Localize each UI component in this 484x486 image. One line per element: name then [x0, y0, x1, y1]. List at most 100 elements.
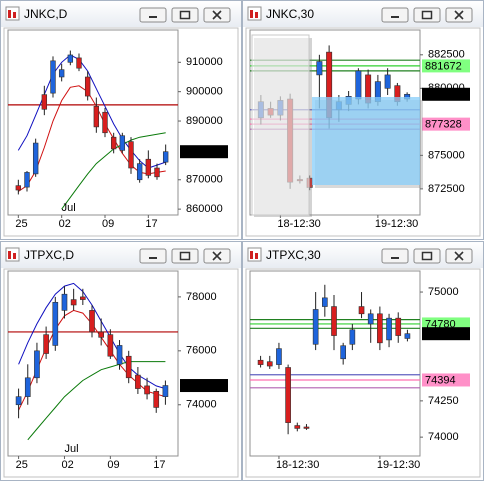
glyph: [179, 10, 191, 20]
price-label: 879555: [183, 146, 220, 158]
icon-bg: [5, 6, 20, 21]
x-tick-label: 25: [16, 459, 28, 471]
price-label: 74713: [183, 380, 214, 392]
candle-body: [93, 106, 100, 128]
candle-body: [136, 163, 143, 181]
candle-body: [257, 359, 264, 365]
month-label: Jul: [62, 202, 76, 214]
window-title: JNKC,D: [24, 7, 68, 21]
candle-body: [15, 185, 22, 191]
candle-body: [89, 310, 95, 333]
candle-body: [67, 54, 74, 63]
candle-body: [52, 301, 59, 346]
candle-body: [331, 306, 337, 336]
month-label: Jul: [64, 443, 78, 455]
price-label: 74713: [425, 328, 456, 340]
maximize-button[interactable]: [413, 7, 441, 23]
candle-body: [41, 94, 48, 110]
glyph: [454, 251, 464, 261]
window-icon: [247, 247, 262, 262]
x-tick-label: 18-12:30: [277, 218, 320, 230]
glyph: [212, 10, 222, 20]
candle-body: [116, 345, 123, 365]
icon-bar: [255, 253, 258, 259]
candle-body: [266, 361, 273, 367]
candle-body: [377, 313, 383, 344]
close-button[interactable]: [203, 7, 231, 23]
x-tick-label: 02: [61, 459, 73, 471]
window-title: JTPXC,30: [266, 248, 321, 262]
y-tick-label: 74250: [428, 395, 459, 407]
y-tick-label: 882500: [428, 49, 465, 61]
icon-bar: [13, 253, 16, 259]
icon-bar: [8, 251, 11, 259]
title-bar: [1, 1, 241, 27]
glyph: [421, 251, 433, 261]
maximize-button[interactable]: [171, 7, 199, 23]
candle-body: [107, 334, 114, 357]
button-face: [171, 7, 199, 23]
candle-body: [316, 61, 323, 76]
button-face: [139, 248, 167, 264]
close-button[interactable]: [203, 248, 231, 264]
maximize-button[interactable]: [413, 248, 441, 264]
candle-body: [355, 70, 362, 100]
x-tick-label: 19-12:30: [377, 459, 420, 471]
glyph: [149, 257, 157, 259]
button-face: [413, 248, 441, 264]
candle-body: [34, 350, 40, 379]
icon-bg: [5, 247, 20, 262]
button-face: [381, 248, 409, 264]
candle-body: [145, 158, 152, 176]
candle-body: [61, 293, 68, 311]
glyph: [391, 257, 399, 259]
chart-window: JNKC,D 910000 900000 890000 870000 860000 25 02…: [0, 0, 242, 240]
button-face: [171, 248, 199, 264]
candle-body: [98, 331, 104, 338]
window-icon: [5, 6, 20, 21]
price-label: 879555: [425, 89, 462, 101]
icon-bar: [13, 12, 16, 18]
icon-bar: [250, 10, 253, 18]
price-label-box: [422, 117, 470, 131]
price-label: 877328: [425, 119, 462, 131]
candle-body: [50, 60, 56, 94]
title-bar: [243, 1, 483, 27]
price-label-box: [180, 379, 228, 393]
window-icon: [5, 247, 20, 262]
candle-body: [110, 136, 117, 150]
close-button[interactable]: [445, 248, 473, 264]
y-tick-label: 872500: [428, 183, 465, 195]
candle-body: [119, 135, 126, 151]
minimize-button[interactable]: [139, 248, 167, 264]
candle-body: [358, 306, 365, 315]
candle-body: [76, 57, 82, 69]
minimize-button[interactable]: [139, 7, 167, 23]
glyph: [421, 10, 433, 20]
chart-window: JTPXC,30 75000 74250 74000 18-12:30 19-12:30 7…: [242, 241, 484, 481]
close-button[interactable]: [445, 7, 473, 23]
candle-body: [303, 426, 310, 429]
minimize-button[interactable]: [381, 248, 409, 264]
candle-body: [340, 345, 346, 360]
icon-bar: [255, 12, 258, 18]
y-tick-label: 76000: [186, 345, 217, 357]
plot: [8, 282, 178, 441]
candle-body: [162, 385, 169, 397]
candle-body: [285, 367, 291, 423]
glyph: [212, 251, 222, 261]
candle-body: [322, 297, 328, 307]
candle-body: [125, 355, 132, 379]
candle-body: [32, 142, 39, 175]
x-tick-label: 25: [15, 218, 27, 230]
minimize-button[interactable]: [381, 7, 409, 23]
candle-body: [70, 299, 77, 306]
candle-body: [312, 309, 319, 345]
y-tick-label: 860000: [186, 203, 223, 215]
x-tick-label: 09: [102, 218, 114, 230]
x-tick-label: 19-12:30: [375, 218, 418, 230]
indicator-line: [27, 361, 166, 441]
icon-bar: [250, 251, 253, 259]
maximize-button[interactable]: [171, 248, 199, 264]
x-tick-label: 17: [145, 218, 157, 230]
